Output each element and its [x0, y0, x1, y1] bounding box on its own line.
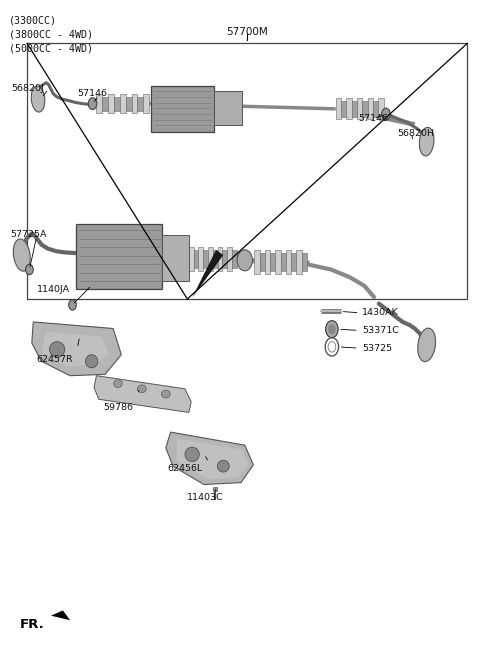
Ellipse shape — [217, 461, 229, 472]
Polygon shape — [281, 254, 286, 271]
Ellipse shape — [49, 342, 65, 357]
Polygon shape — [341, 101, 347, 117]
Circle shape — [69, 300, 76, 310]
Polygon shape — [347, 99, 352, 120]
Polygon shape — [192, 250, 223, 298]
Polygon shape — [96, 95, 102, 113]
Polygon shape — [357, 99, 362, 120]
Polygon shape — [32, 322, 121, 376]
Text: 1430AK: 1430AK — [362, 308, 399, 317]
Polygon shape — [297, 250, 302, 274]
Polygon shape — [291, 254, 297, 271]
Polygon shape — [120, 95, 126, 113]
Circle shape — [25, 264, 33, 275]
Polygon shape — [336, 99, 341, 120]
Polygon shape — [270, 254, 276, 271]
Ellipse shape — [418, 328, 435, 361]
Polygon shape — [265, 250, 270, 274]
Polygon shape — [189, 247, 193, 271]
Text: 57146: 57146 — [77, 89, 107, 99]
Text: 53371C: 53371C — [362, 326, 399, 335]
Ellipse shape — [31, 86, 45, 112]
Text: 56820H: 56820H — [397, 129, 434, 139]
Polygon shape — [41, 332, 108, 367]
Text: 57725A: 57725A — [10, 230, 47, 238]
Polygon shape — [254, 250, 260, 274]
Polygon shape — [102, 97, 108, 110]
Circle shape — [237, 250, 252, 271]
Polygon shape — [132, 95, 137, 113]
Polygon shape — [213, 250, 217, 268]
Text: 53725: 53725 — [362, 344, 392, 353]
Polygon shape — [177, 439, 249, 480]
Bar — [214, 91, 242, 125]
Ellipse shape — [13, 239, 30, 271]
Polygon shape — [193, 250, 198, 268]
Ellipse shape — [114, 380, 122, 388]
Ellipse shape — [420, 127, 434, 156]
Text: 11403C: 11403C — [187, 493, 224, 502]
Text: 57700M: 57700M — [226, 27, 268, 37]
Text: FR.: FR. — [20, 618, 45, 631]
Bar — [213, 487, 216, 491]
Polygon shape — [302, 254, 307, 271]
Bar — [152, 86, 214, 132]
Polygon shape — [378, 99, 384, 120]
Circle shape — [328, 324, 336, 334]
Ellipse shape — [85, 355, 98, 368]
Bar — [162, 235, 189, 281]
Polygon shape — [137, 97, 143, 110]
Polygon shape — [114, 97, 120, 110]
Text: 57146: 57146 — [359, 114, 389, 123]
Circle shape — [382, 108, 390, 120]
Polygon shape — [126, 97, 132, 110]
Text: 59786: 59786 — [104, 403, 133, 412]
Polygon shape — [368, 99, 373, 120]
Polygon shape — [222, 250, 227, 268]
Text: 1140JA: 1140JA — [36, 284, 70, 294]
Bar — [76, 223, 162, 289]
Polygon shape — [227, 247, 232, 271]
Bar — [27, 43, 468, 299]
Ellipse shape — [161, 390, 170, 398]
Polygon shape — [232, 250, 237, 268]
Polygon shape — [166, 432, 253, 484]
Polygon shape — [217, 247, 222, 271]
Text: 62457R: 62457R — [36, 355, 73, 364]
Polygon shape — [286, 250, 291, 274]
Polygon shape — [51, 610, 70, 620]
Circle shape — [88, 98, 97, 110]
Polygon shape — [108, 95, 114, 113]
Polygon shape — [260, 254, 265, 271]
Polygon shape — [208, 247, 213, 271]
Polygon shape — [352, 101, 357, 117]
Polygon shape — [203, 250, 208, 268]
Polygon shape — [198, 247, 203, 271]
Circle shape — [325, 321, 338, 338]
Ellipse shape — [185, 447, 199, 462]
Polygon shape — [276, 250, 281, 274]
Text: 56820J: 56820J — [11, 84, 44, 93]
Polygon shape — [362, 101, 368, 117]
Polygon shape — [373, 101, 378, 117]
Polygon shape — [143, 95, 149, 113]
Text: 62456L: 62456L — [167, 464, 203, 473]
Ellipse shape — [138, 385, 146, 393]
Polygon shape — [94, 376, 191, 413]
Text: (3300CC)
(3800CC - 4WD)
(5000CC - 4WD): (3300CC) (3800CC - 4WD) (5000CC - 4WD) — [9, 15, 93, 54]
